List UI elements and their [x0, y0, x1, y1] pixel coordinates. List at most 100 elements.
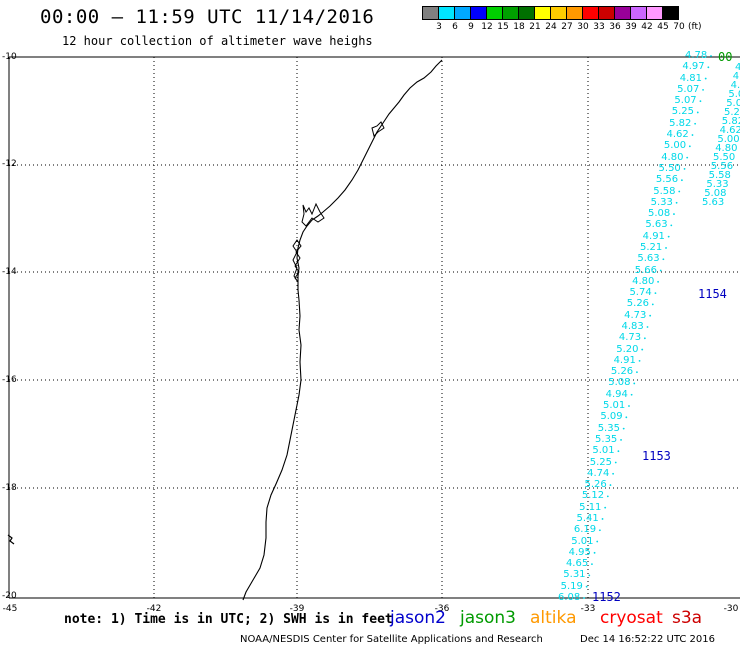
swh-value-label: 5.63 — [637, 253, 660, 265]
swh-track-point — [633, 382, 636, 385]
y-tick: -18 — [2, 483, 17, 493]
x-tick: -36 — [434, 604, 450, 614]
legend-s3a: s3a — [672, 608, 703, 628]
swh-value-label: 4.83 — [621, 321, 644, 332]
swh-track-point — [614, 461, 617, 464]
swh-value-label: 5.41 — [576, 512, 599, 524]
jason3-track-label: 00 — [718, 50, 733, 64]
swh-track-point — [604, 506, 607, 509]
swh-track-point — [691, 134, 694, 136]
swh-value-label: 4.95 — [568, 546, 591, 558]
x-tick: -30 — [723, 604, 739, 614]
swh-track-point — [593, 551, 596, 554]
swh-value-label-clipped: 4.78 — [735, 62, 740, 73]
swh-value-label: 5.66 — [634, 264, 657, 276]
colorbar-label: 15 — [497, 22, 509, 32]
swh-value-label-clipped: 5.07 — [726, 98, 740, 109]
colorbar-label: 24 — [545, 22, 557, 32]
swh-value-label: 5.25 — [589, 456, 613, 468]
swh-track-point — [630, 393, 633, 396]
swh-value-label: 5.07 — [674, 95, 697, 107]
swh-value-label-clipped: 5.08 — [704, 188, 727, 199]
swh-value-label: 5.01 — [592, 445, 615, 457]
swh-value-label: 5.25 — [671, 106, 695, 118]
swh-track-point — [696, 111, 699, 114]
swh-value-label: 6.19 — [573, 524, 597, 536]
swh-track-point — [598, 529, 601, 532]
colorbar-label: 12 — [481, 22, 493, 32]
swh-track-point — [585, 585, 588, 588]
swh-value-label: 5.74 — [629, 287, 652, 299]
orbit-label: 1153 — [642, 449, 671, 463]
colorbar-label: 6 — [452, 22, 458, 32]
swh-track-point — [609, 484, 612, 486]
swh-value-label: 5.31 — [563, 569, 586, 581]
swh-track-point — [620, 439, 622, 441]
swh-value-label: 5.12 — [581, 490, 605, 502]
colorbar-label: 42 — [641, 22, 653, 32]
swh-value-label: 5.08 — [647, 208, 671, 220]
swh-value-label: 5.26 — [610, 366, 634, 378]
swh-track-point — [638, 359, 641, 362]
legend-altika: altika — [530, 608, 577, 628]
swh-track-point — [628, 405, 630, 407]
swh-track-point — [678, 190, 681, 193]
swh-value-label-clipped: 4.62 — [719, 125, 740, 136]
swh-track-point — [657, 280, 659, 283]
swh-track-point — [583, 597, 585, 599]
colorbar-label: 27 — [561, 22, 573, 32]
swh-value-label: 5.09 — [600, 411, 623, 423]
swh-value-label: 4.74 — [587, 467, 610, 479]
swh-value-label: 5.20 — [616, 343, 639, 355]
swh-track-point — [622, 427, 625, 430]
map-title: 00:00 – 11:59 UTC 11/14/2016 — [40, 6, 375, 28]
swh-value-label: 5.08 — [608, 377, 631, 389]
swh-value-label: 4.91 — [642, 230, 665, 242]
swh-track-point — [673, 213, 675, 215]
swh-track-point — [601, 518, 604, 520]
swh-track-point — [659, 269, 662, 272]
swh-value-label: 4.65 — [565, 558, 589, 570]
colorbar-label: 30 — [577, 22, 589, 32]
swh-track-point — [617, 450, 620, 453]
colorbar-label: 33 — [593, 22, 605, 32]
coast-marker — [7, 534, 15, 545]
swh-value-label: 5.50 — [658, 162, 681, 174]
swh-value-label: 5.19 — [560, 580, 583, 592]
swh-track-point — [702, 88, 704, 91]
swh-track-point — [588, 574, 591, 577]
swh-value-label: 4.80 — [661, 151, 684, 163]
colorbar-label: 45 — [657, 22, 669, 32]
note-text: note: 1) Time is in UTC; 2) SWH is in fe… — [64, 612, 393, 627]
swh-track-point — [699, 100, 702, 103]
swh-value-label: 5.82 — [669, 117, 692, 129]
swh-track-dots — [583, 55, 712, 599]
orbit-label: 1154 — [698, 287, 727, 301]
swh-track-point — [625, 416, 628, 419]
y-tick: -12 — [2, 159, 17, 169]
coastline — [242, 59, 443, 601]
swh-value-label: 5.11 — [579, 501, 602, 513]
swh-value-label: 4.97 — [682, 61, 705, 73]
swh-track-point — [670, 224, 673, 227]
swh-value-label: 5.26 — [584, 479, 607, 491]
swh-track-point — [688, 145, 691, 148]
swh-value-label-clipped: 4.81 — [730, 80, 740, 91]
swh-colorbar — [422, 6, 679, 20]
colorbar-label: 18 — [513, 22, 525, 32]
colorbar-label: 21 — [529, 22, 541, 32]
colorbar-swatch — [662, 6, 679, 20]
coastline-inlet — [292, 121, 385, 283]
swh-value-label: 5.33 — [650, 196, 673, 208]
y-tick: -16 — [2, 375, 17, 385]
map-subtitle: 12 hour collection of altimeter wave hei… — [62, 34, 373, 48]
swh-value-label-clipped: 5.50 — [713, 152, 736, 163]
swh-track-point — [683, 168, 686, 170]
x-tick: -45 — [2, 604, 18, 614]
swh-value-label: 5.21 — [640, 241, 663, 253]
swh-value-label: 4.81 — [679, 72, 702, 84]
swh-value-label: 5.56 — [655, 174, 679, 186]
swh-track-point — [646, 326, 649, 328]
swh-track-point — [606, 495, 609, 498]
